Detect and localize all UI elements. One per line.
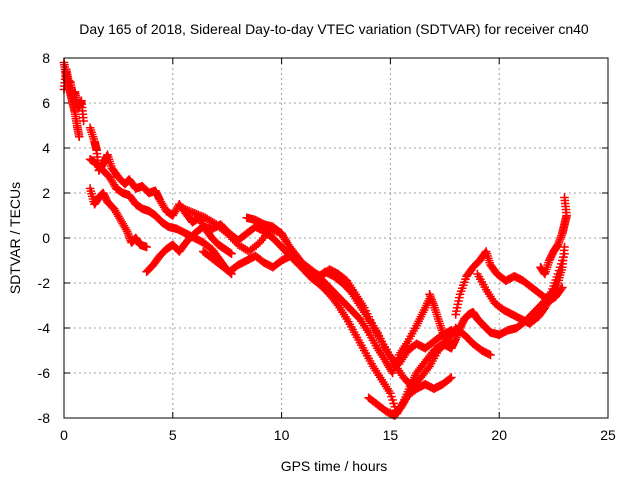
- series-arc-4: [85, 154, 236, 279]
- y-tick-label: 8: [42, 50, 50, 66]
- x-tick-label: 10: [274, 427, 290, 443]
- series-arc-12: [451, 247, 567, 319]
- series-arc-3: [85, 123, 236, 259]
- data-point: [74, 132, 84, 142]
- series-arc-13: [473, 242, 569, 328]
- y-tick-label: -4: [38, 320, 51, 336]
- data-point: [388, 395, 397, 405]
- y-tick-label: 2: [42, 185, 50, 201]
- ticks: 0 5 10 15 20 25 -8 -6 -4 -2 0 2 4 6 8: [38, 50, 616, 443]
- data-point: [79, 116, 88, 126]
- x-tick-label: 25: [600, 427, 616, 443]
- data-point: [445, 374, 455, 383]
- data-point: [386, 388, 395, 398]
- plot-frame: [63, 57, 609, 419]
- y-axis-label: SDTVAR / TECUs: [7, 182, 23, 294]
- data-point: [447, 373, 456, 382]
- data-point: [447, 325, 456, 335]
- data-point: [387, 392, 396, 401]
- series-arc-11: [425, 249, 569, 353]
- x-tick-label: 20: [491, 427, 507, 443]
- grid: [64, 58, 608, 418]
- data-point: [227, 249, 236, 259]
- y-tick-label: 4: [42, 140, 50, 156]
- series-arc-10: [364, 373, 456, 421]
- x-tick-label: 15: [383, 427, 399, 443]
- data-point: [560, 193, 569, 202]
- x-tick-label: 0: [60, 427, 68, 443]
- series-arc-2: [59, 64, 88, 126]
- data-point: [389, 399, 398, 408]
- y-tick-label: -8: [38, 410, 51, 426]
- y-tick-label: -2: [38, 275, 51, 291]
- y-tick-label: -6: [38, 365, 51, 381]
- x-tick-label: 5: [169, 427, 177, 443]
- data-marks: [59, 58, 571, 421]
- data-point: [486, 350, 495, 360]
- y-tick-label: 6: [42, 95, 50, 111]
- y-tick-label: 0: [42, 230, 50, 246]
- x-axis-label: GPS time / hours: [281, 458, 388, 474]
- series-arc-5: [85, 184, 151, 252]
- data-point: [560, 242, 569, 252]
- series-arc-9: [242, 213, 456, 369]
- chart-title: Day 165 of 2018, Sidereal Day-to-day VTE…: [79, 21, 589, 37]
- data-point: [142, 242, 151, 252]
- series-arc-14: [536, 193, 571, 279]
